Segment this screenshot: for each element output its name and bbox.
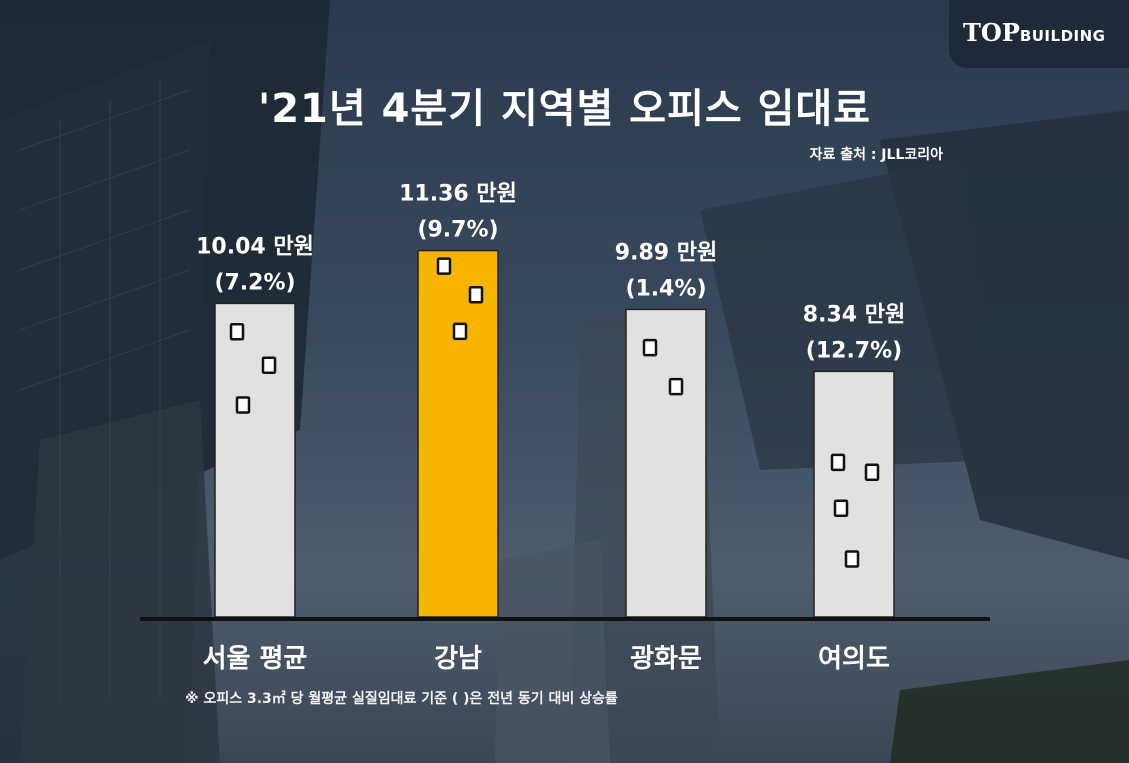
bar-window [436, 257, 452, 275]
bar-window [235, 396, 251, 414]
bar-window [642, 338, 658, 357]
bar-window [452, 322, 468, 341]
data-label-value: 8.34 만원 [803, 302, 905, 327]
category-label: 서울 평균 [203, 644, 308, 674]
bar-window [833, 499, 849, 517]
data-label-value: 10.04 만원 [196, 234, 314, 259]
bar-4 [813, 370, 895, 618]
category-label: 여의도 [818, 644, 890, 674]
category-label: 광화문 [630, 644, 702, 674]
bar-window [468, 285, 484, 304]
page-title: '21년 4분기 지역별 오피스 임대료 [257, 86, 872, 132]
logo-main: TOP [963, 18, 1020, 47]
data-label-growth: (1.4%) [625, 276, 706, 301]
bar-window [844, 550, 860, 568]
source-note: 자료 출처 : JLL코리아 [809, 147, 943, 163]
brand-logo: TOPBUILDING [949, 0, 1129, 68]
category-label: 강남 [434, 644, 482, 674]
bar-2 [417, 249, 499, 618]
data-label-growth: (9.7%) [417, 218, 498, 243]
data-label-growth: (12.7%) [806, 338, 902, 363]
data-label-value: 9.89 만원 [615, 240, 717, 265]
data-label-value: 11.36 만원 [399, 182, 517, 207]
bar-window [668, 377, 684, 396]
bar-3 [625, 308, 707, 618]
bar-1 [214, 302, 296, 618]
logo-text: TOPBUILDING [963, 18, 1105, 47]
bar-window [229, 323, 245, 341]
bar-window [830, 453, 846, 472]
footnote: ※ 오피스 3.3㎡ 당 월평균 실질임대료 기준 ( )은 전년 동기 대비 … [185, 691, 618, 707]
logo-sub: BUILDING [1019, 27, 1106, 45]
bar-window [261, 356, 277, 375]
bar-window [864, 463, 880, 481]
chart-baseline [140, 617, 990, 621]
data-label-growth: (7.2%) [214, 270, 295, 295]
